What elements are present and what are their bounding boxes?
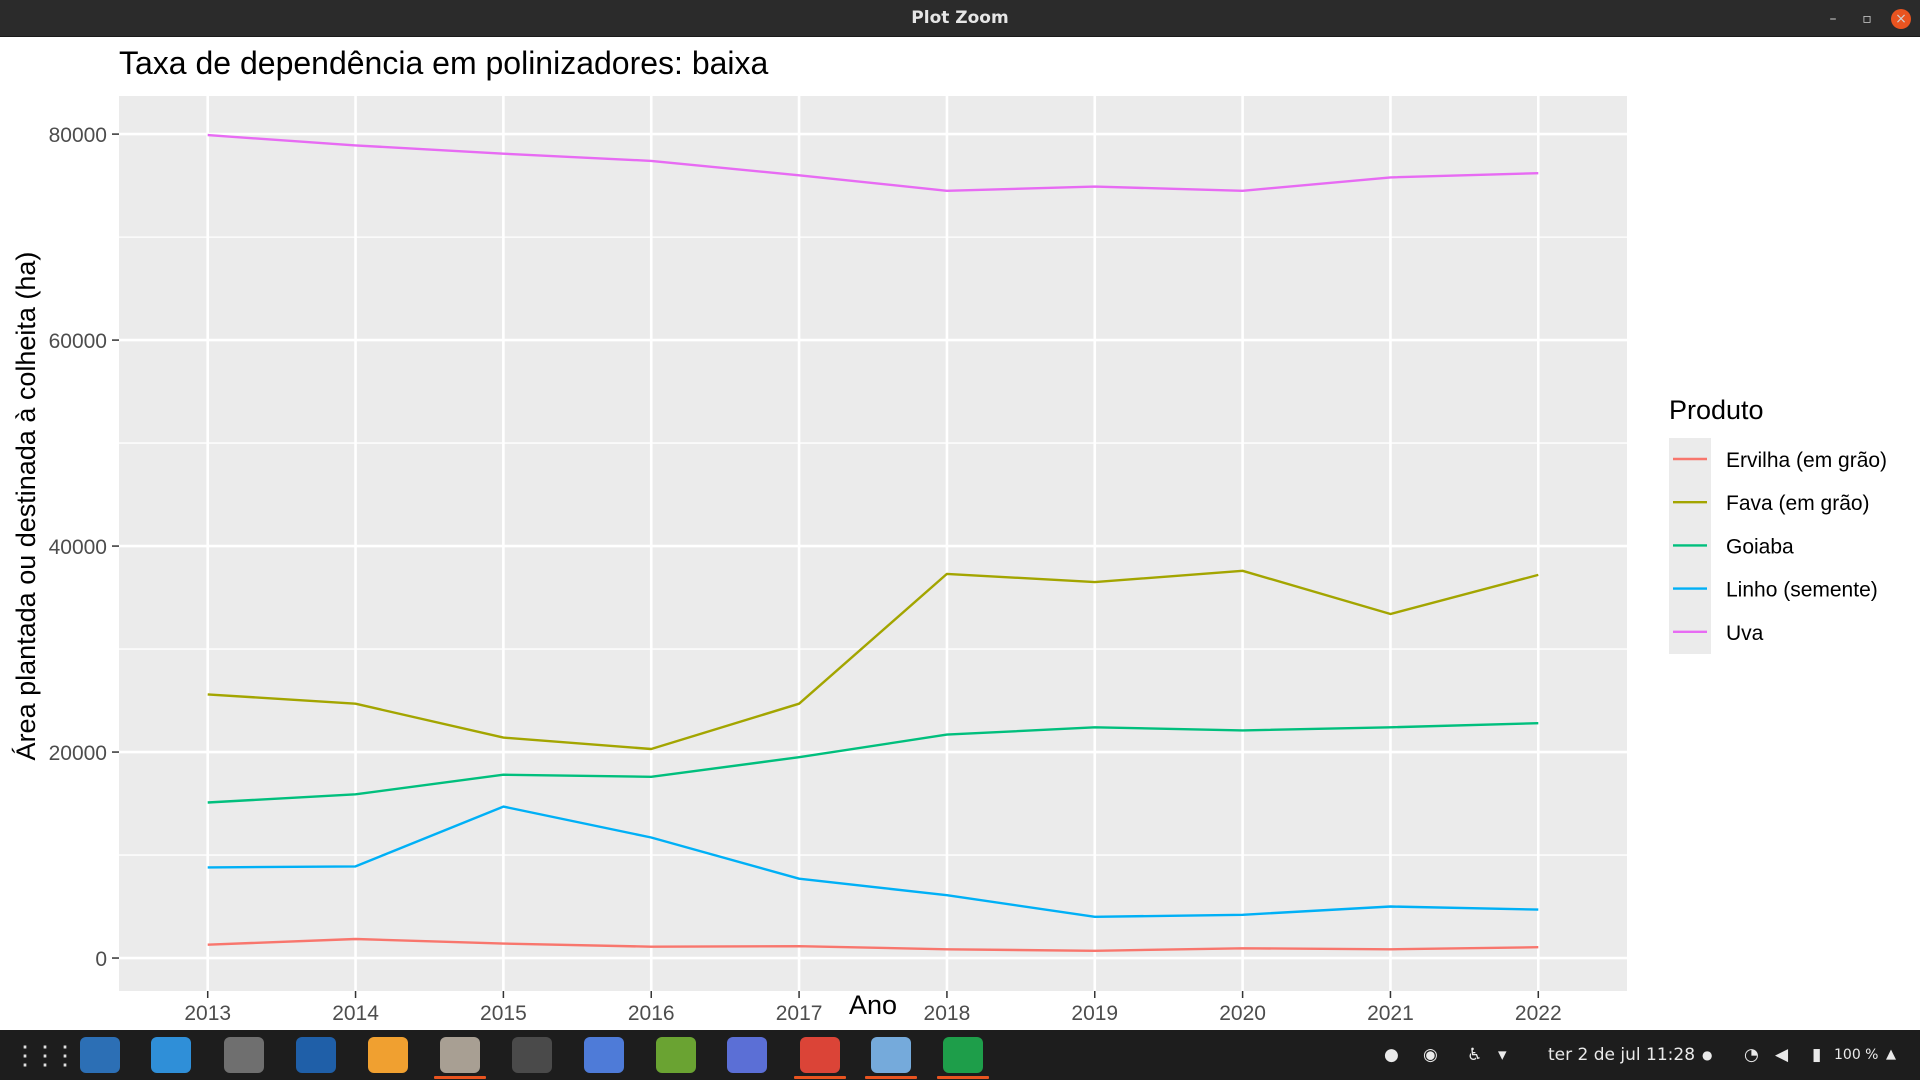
- running-indicator: [794, 1076, 846, 1079]
- y-tick-label: 40000: [49, 536, 107, 559]
- rstudio-icon[interactable]: [871, 1037, 911, 1073]
- screenshot-icon[interactable]: [727, 1037, 767, 1073]
- y-tick-label: 20000: [49, 742, 107, 765]
- volume-icon[interactable]: ◀: [1775, 1045, 1789, 1065]
- x-tick-label: 2013: [184, 1002, 231, 1025]
- chrome-icon[interactable]: [800, 1037, 840, 1073]
- y-tick-label: 80000: [49, 124, 107, 147]
- series-line: [207, 937, 1539, 952]
- legend: Produto Ervilha (em grão) Fava (em grão) G…: [1669, 395, 1887, 654]
- close-button[interactable]: ×: [1891, 9, 1911, 29]
- taskbar: ⋮⋮⋮ ● ◉ ♿ ▾ ter 2 de jul 11:28 ● ◔ ◀ ▮ 1…: [0, 1030, 1920, 1080]
- wifi-icon[interactable]: ◔: [1744, 1045, 1759, 1065]
- series-line: [207, 722, 1539, 804]
- tray-chrome-icon[interactable]: ◉: [1423, 1045, 1438, 1065]
- line-chart: Taxa de dependência em polinizadores: ba…: [11, 45, 1887, 1025]
- x-tick-label: 2015: [480, 1002, 527, 1025]
- series-line: [207, 805, 1539, 918]
- running-indicator: [937, 1076, 989, 1079]
- calculator-icon[interactable]: [512, 1037, 552, 1073]
- minimize-button[interactable]: –: [1829, 11, 1837, 27]
- plot-area: Taxa de dependência em polinizadores: ba…: [0, 37, 1920, 1030]
- maximize-button[interactable]: ▫: [1862, 11, 1872, 27]
- series-lines: [207, 133, 1539, 952]
- accessibility-icon[interactable]: ♿: [1467, 1045, 1483, 1065]
- window-titlebar: Plot Zoom – ▫ ×: [0, 0, 1920, 37]
- window-title: Plot Zoom: [911, 8, 1009, 28]
- grid-minor: [119, 236, 1627, 856]
- legend-label: Uva: [1726, 622, 1764, 645]
- y-tick-label: 0: [95, 948, 107, 971]
- legend-title: Produto: [1669, 395, 1764, 425]
- qgis-icon[interactable]: [656, 1037, 696, 1073]
- app-dark-blue-icon[interactable]: [296, 1037, 336, 1073]
- spreadsheet-icon[interactable]: [943, 1037, 983, 1073]
- software-updater-icon[interactable]: [80, 1037, 120, 1073]
- battery-percent[interactable]: 100 %: [1834, 1047, 1879, 1063]
- tasks-icon[interactable]: [584, 1037, 624, 1073]
- tray-shield-icon[interactable]: ●: [1384, 1045, 1399, 1065]
- x-axis: 2013 2014 2015 2016 2017 2018 2019 2020 2021 2022: [184, 991, 1562, 1025]
- x-tick-label: 2020: [1219, 1002, 1266, 1025]
- clock[interactable]: ter 2 de jul 11:28: [1548, 1045, 1696, 1065]
- x-tick-label: 2021: [1367, 1002, 1414, 1025]
- notification-dot-icon: ●: [1702, 1048, 1713, 1062]
- app-grid-icon[interactable]: ⋮⋮⋮: [12, 1040, 78, 1070]
- legend-items: Ervilha (em grão) Fava (em grão) Goiaba Lin…: [1673, 449, 1887, 645]
- settings-icon[interactable]: [224, 1037, 264, 1073]
- x-axis-label: Ano: [849, 990, 897, 1020]
- help-icon[interactable]: [151, 1037, 191, 1073]
- plot-panel: [119, 96, 1627, 991]
- chart-title: Taxa de dependência em polinizadores: ba…: [119, 45, 769, 81]
- running-indicator: [434, 1076, 486, 1079]
- x-tick-label: 2017: [776, 1002, 823, 1025]
- x-tick-label: 2014: [332, 1002, 379, 1025]
- legend-label: Goiaba: [1726, 535, 1794, 558]
- grid-major: [119, 96, 1627, 991]
- system-menu-icon[interactable]: ▲: [1886, 1047, 1896, 1062]
- y-axis: 0 20000 40000 60000 80000: [49, 124, 119, 971]
- series-line: [207, 569, 1539, 751]
- series-line: [207, 133, 1539, 193]
- x-tick-label: 2016: [628, 1002, 675, 1025]
- chevron-down-icon[interactable]: ▾: [1498, 1045, 1507, 1065]
- files-icon[interactable]: [440, 1037, 480, 1073]
- y-tick-label: 60000: [49, 330, 107, 353]
- legend-label: Ervilha (em grão): [1726, 449, 1887, 472]
- legend-label: Linho (semente): [1726, 579, 1878, 602]
- running-indicator: [865, 1076, 917, 1079]
- x-tick-label: 2019: [1071, 1002, 1118, 1025]
- battery-icon[interactable]: ▮: [1812, 1045, 1822, 1065]
- y-axis-label: Área plantada ou destinada à colheita (h…: [11, 252, 41, 761]
- legend-label: Fava (em grão): [1726, 492, 1870, 515]
- photos-icon[interactable]: [368, 1037, 408, 1073]
- x-tick-label: 2018: [924, 1002, 971, 1025]
- x-tick-label: 2022: [1515, 1002, 1562, 1025]
